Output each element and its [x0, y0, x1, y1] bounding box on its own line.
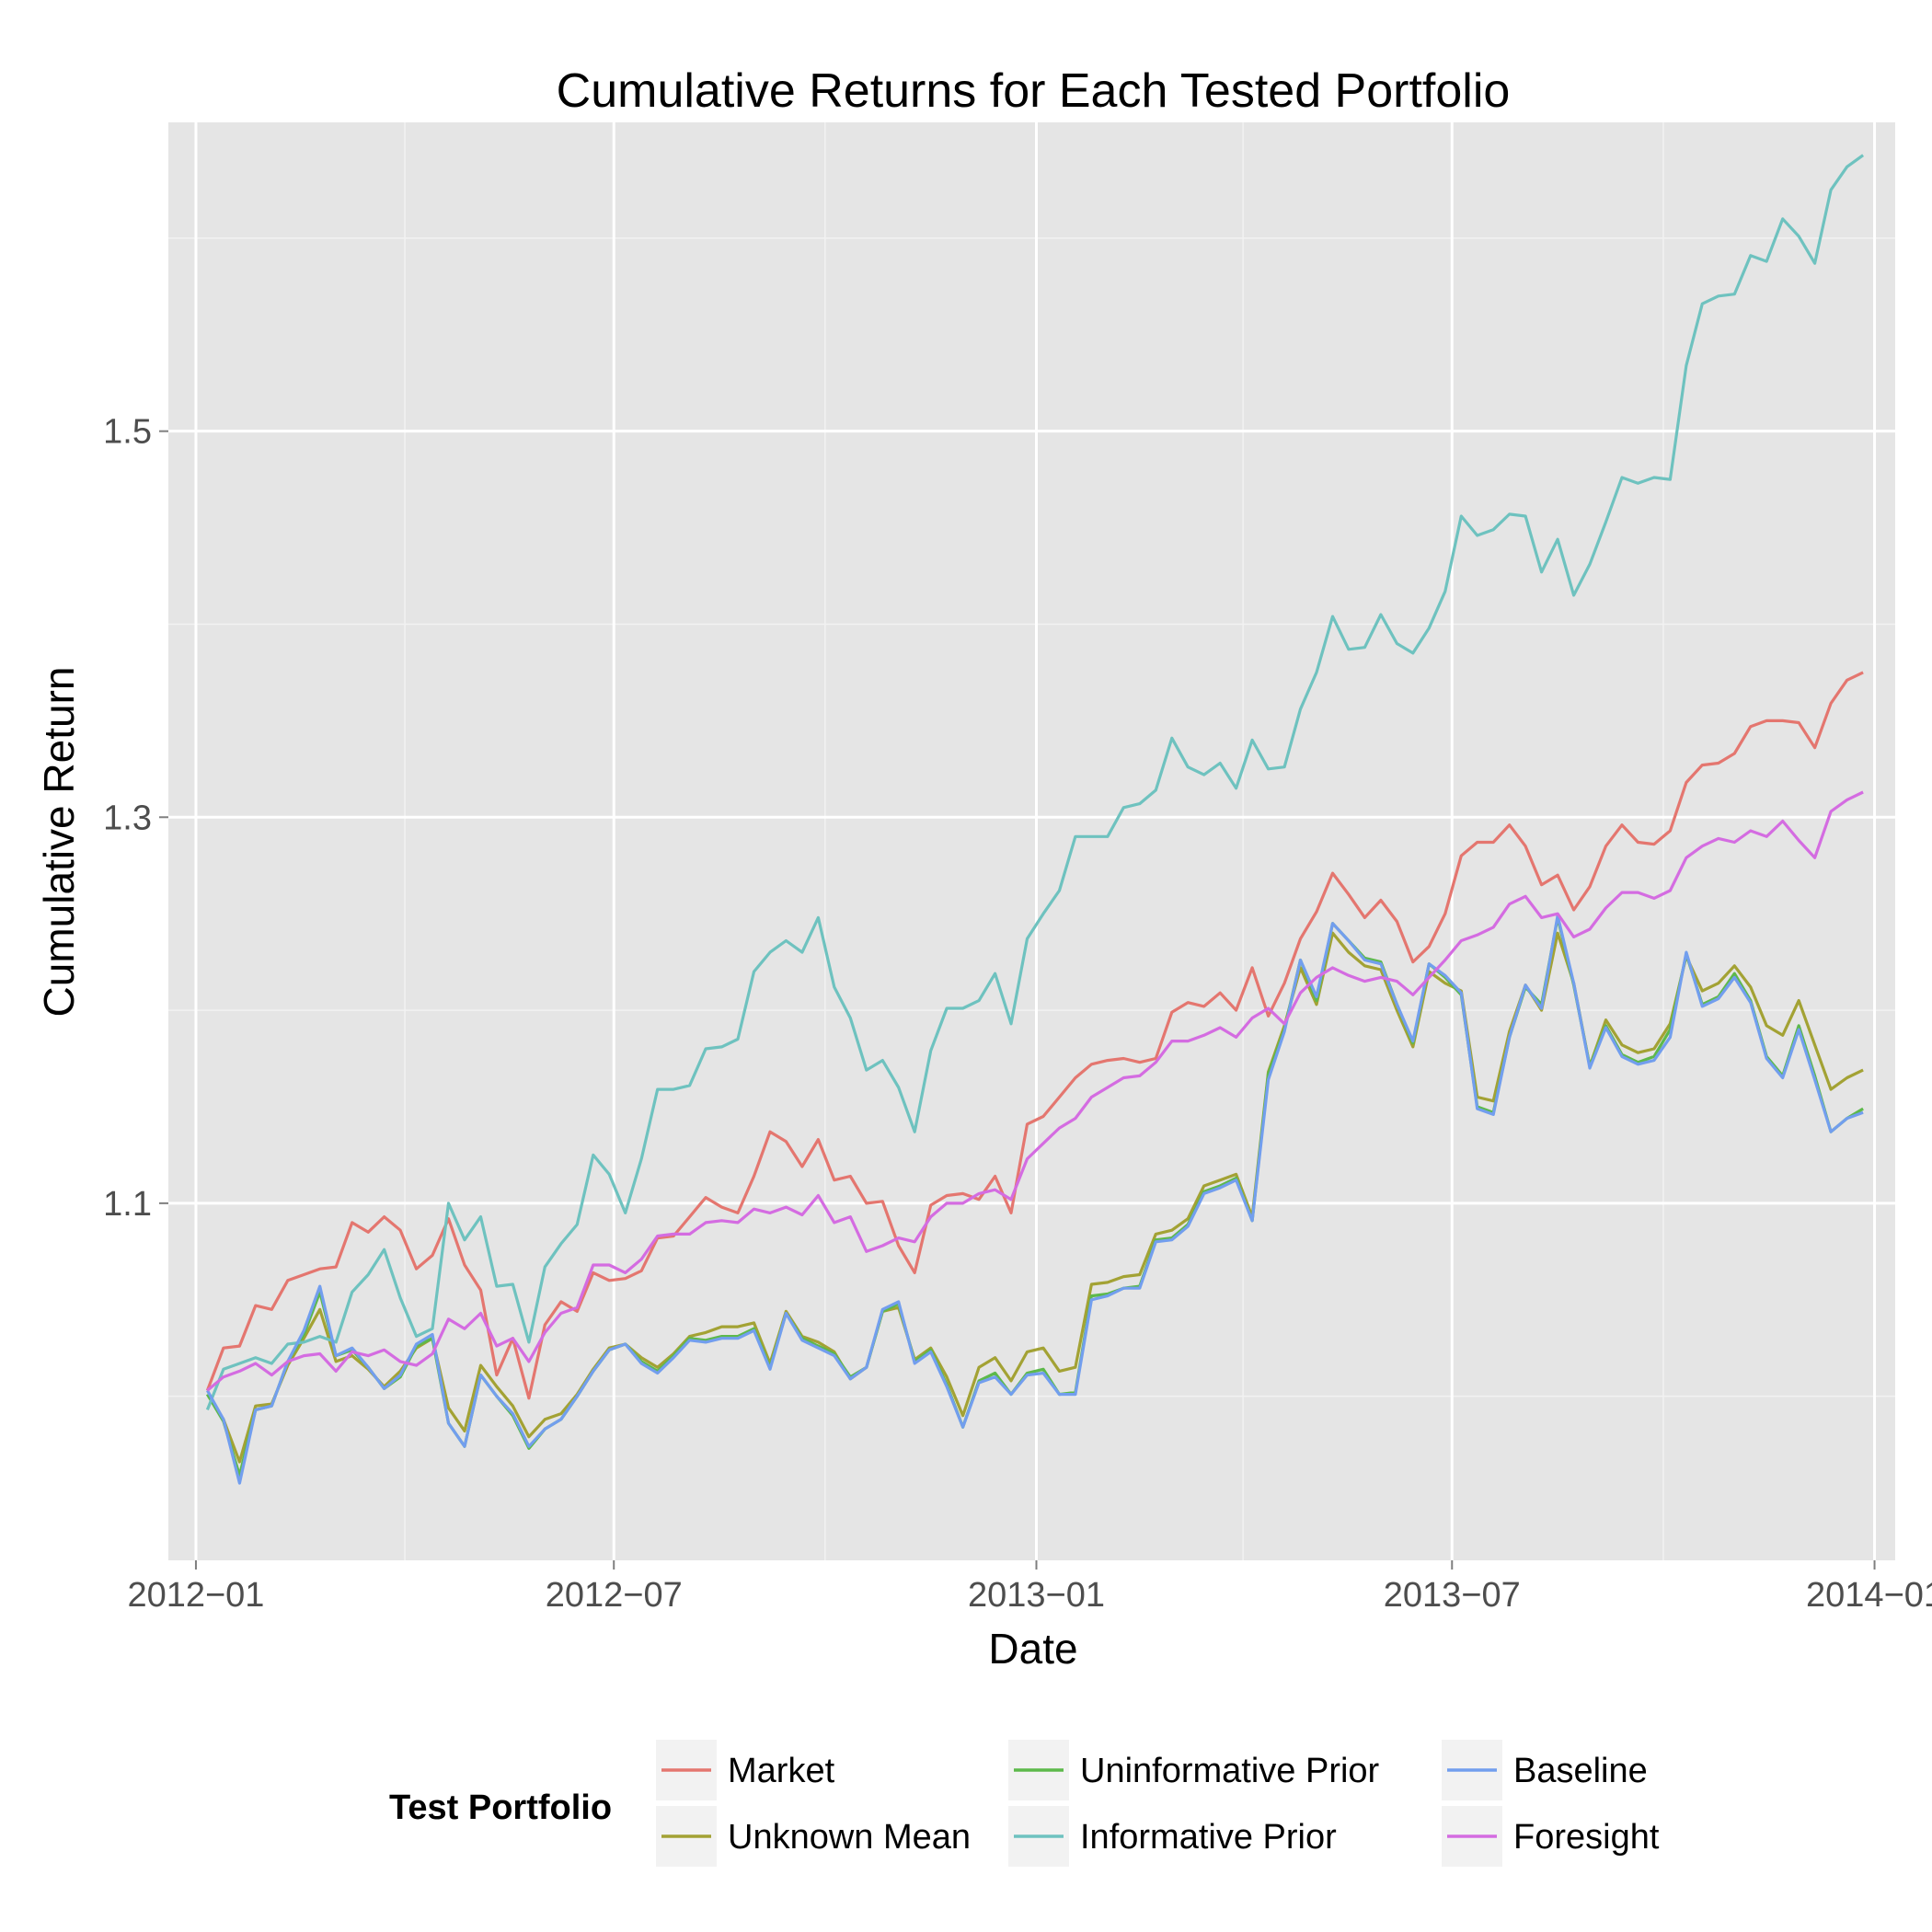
x-tick-label: 2012−01 [127, 1576, 264, 1615]
legend-label-baseline: Baseline [1513, 1752, 1648, 1790]
y-tick-label: 1.1 [103, 1185, 152, 1224]
axis-ticks [159, 430, 1876, 1570]
x-tick-label: 2014−01 [1806, 1576, 1932, 1615]
grid-major [168, 122, 1895, 1560]
x-tick-label: 2013−01 [968, 1576, 1105, 1615]
series-line-market [205, 671, 1864, 1400]
chart-title: Cumulative Returns for Each Tested Portf… [557, 64, 1511, 118]
legend-label-uninformative-prior: Uninformative Prior [1080, 1752, 1380, 1790]
series-lines [205, 154, 1865, 1485]
y-tick-label: 1.5 [103, 413, 152, 452]
legend-label-unknown-mean: Unknown Mean [728, 1818, 971, 1857]
y-axis-title: Cumulative Return [35, 667, 83, 1018]
legend-label-foresight: Foresight [1513, 1818, 1660, 1857]
x-tick-label: 2012−07 [546, 1576, 683, 1615]
y-tick-label: 1.3 [103, 799, 152, 837]
series-line-baseline [206, 914, 1864, 1485]
grid-minor [168, 122, 1895, 1560]
x-axis-title: Date [988, 1625, 1077, 1673]
legend-label-market: Market [728, 1752, 835, 1790]
legend-title: Test Portfolio [389, 1788, 612, 1827]
x-tick-label: 2013−07 [1384, 1576, 1521, 1615]
legend-label-informative-prior: Informative Prior [1080, 1818, 1337, 1857]
plot-panel [168, 122, 1895, 1560]
series-line-foresight [206, 790, 1864, 1392]
axis-labels: 2012−01 2012−07 2013−01 2013−07 2014−01 1.1 1.… [103, 413, 1932, 1615]
legend: Test Portfolio Market Unknown Mean Uninfor… [389, 1740, 1660, 1867]
series-line-informative-prior [205, 154, 1865, 1410]
